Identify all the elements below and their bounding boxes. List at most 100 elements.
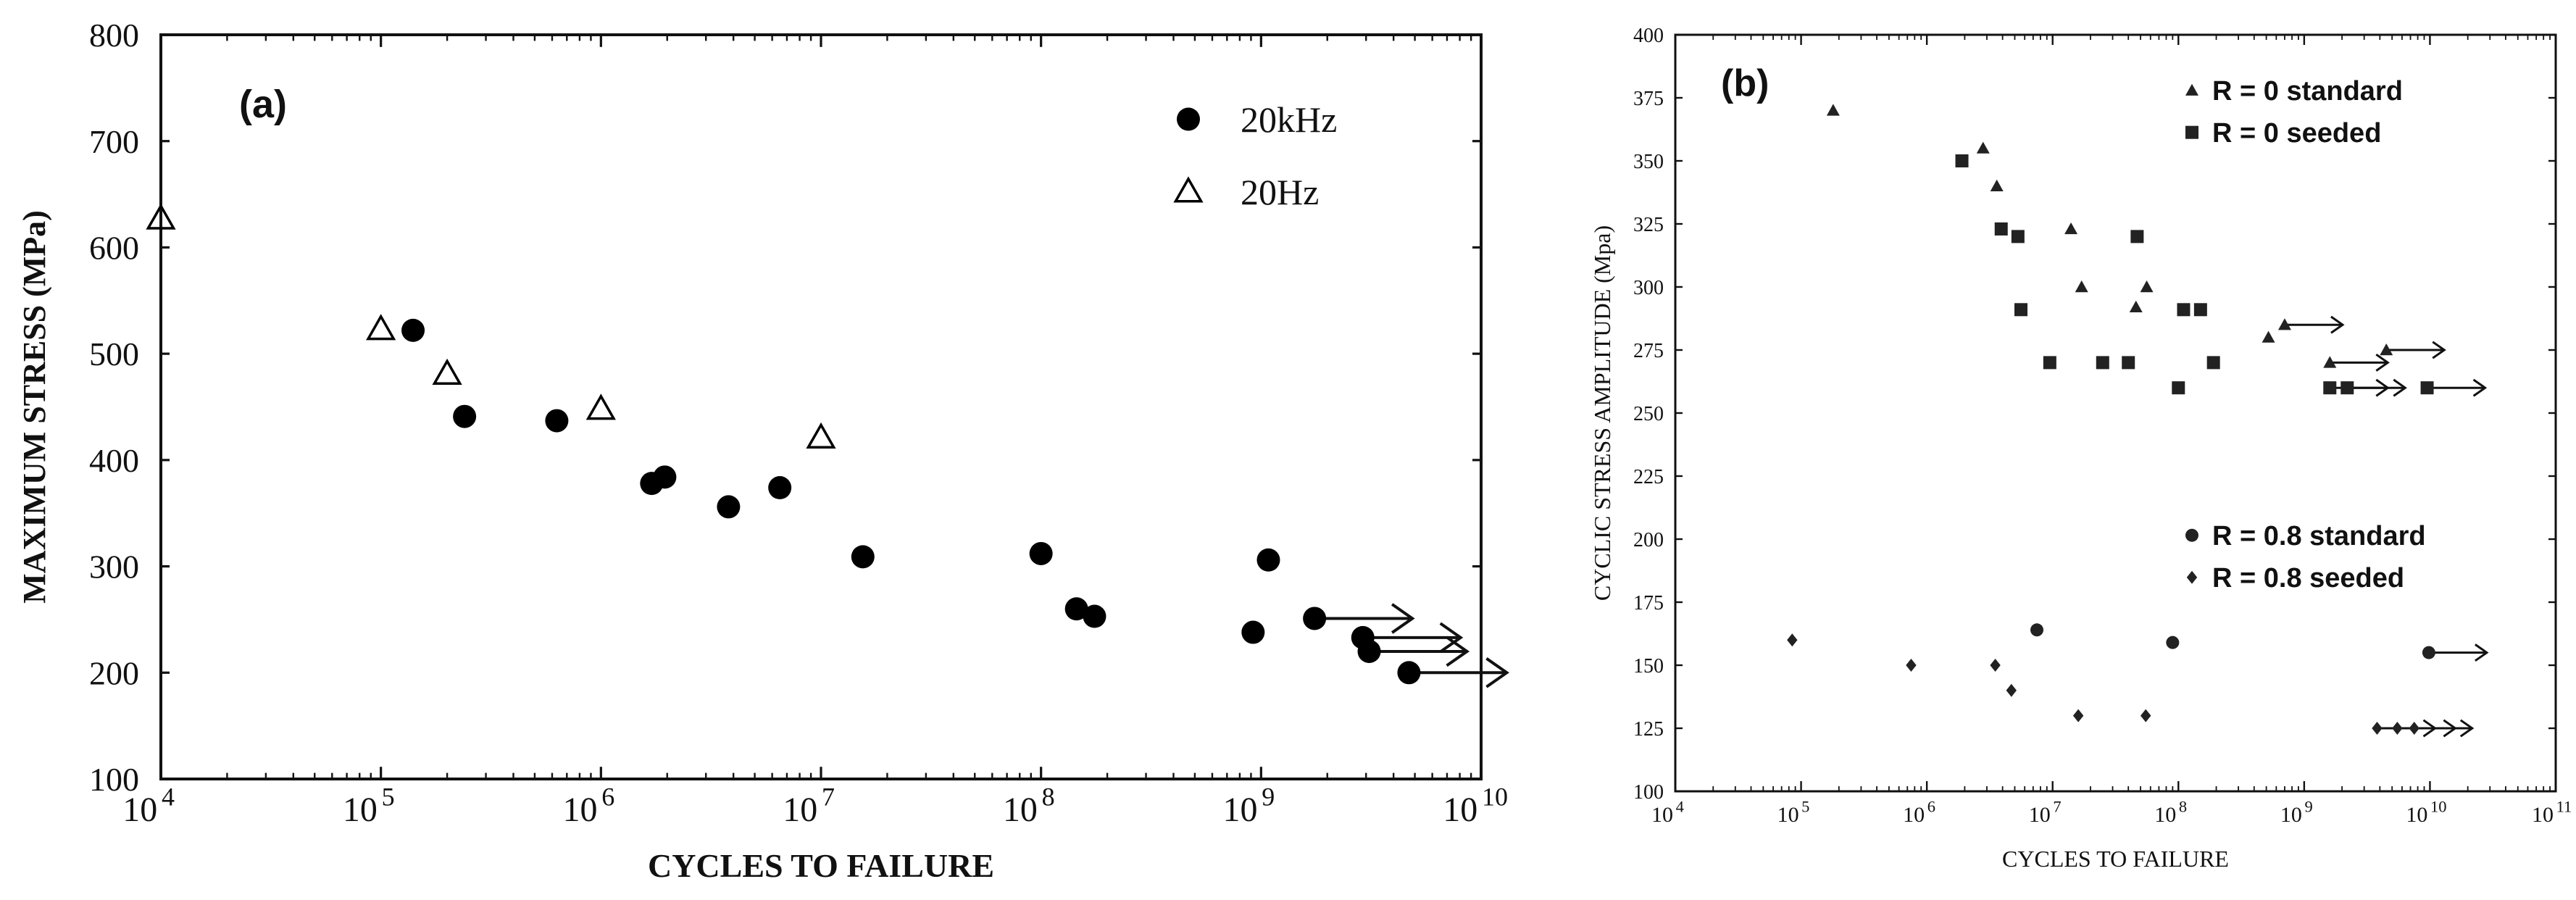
x-tick-label: 10 5 — [1777, 798, 1810, 828]
panel-label: (a) — [239, 83, 287, 126]
y-tick-label: 600 — [89, 230, 139, 267]
x-tick-base: 10 — [2406, 803, 2427, 827]
legend-label: R = 0.8 seeded — [2212, 563, 2404, 593]
data-point — [1994, 222, 2008, 236]
data-point — [1241, 620, 1265, 644]
x-tick-label: 10 8 — [2154, 798, 2187, 828]
data-point — [366, 314, 396, 341]
runout-arrow-head — [2375, 353, 2390, 372]
data-point — [2341, 381, 2354, 395]
data-point — [2072, 709, 2084, 722]
x-tick-label: 10 4 — [122, 782, 175, 829]
y-tick-label: 275 — [1633, 340, 1664, 362]
legend-marker — [2185, 83, 2198, 96]
data-point — [2006, 683, 2017, 697]
y-tick-label: 100 — [1633, 781, 1664, 804]
x-tick-base: 10 — [563, 791, 598, 829]
x-tick-base: 10 — [2154, 803, 2176, 827]
data-point — [653, 465, 677, 489]
legend-label: R = 0 seeded — [2212, 118, 2381, 149]
data-point — [2141, 709, 2151, 722]
x-tick-base: 10 — [343, 791, 378, 829]
legend-item: R = 0.8 standard — [2185, 521, 2426, 551]
legend-marker — [1173, 176, 1204, 203]
data-point — [2206, 356, 2220, 370]
legend-item: R = 0 seeded — [2185, 118, 2381, 149]
data-point — [146, 203, 176, 230]
data-point — [2014, 303, 2028, 317]
data-point — [2130, 230, 2144, 243]
y-tick-label: 300 — [89, 549, 139, 586]
x-tick-exponent: 4 — [1676, 798, 1684, 816]
data-series — [401, 318, 1509, 688]
x-tick-exponent: 8 — [1042, 782, 1055, 811]
x-tick-base: 10 — [783, 791, 817, 829]
runout-arrow-head — [2432, 341, 2446, 359]
x-tick-exponent: 11 — [2556, 798, 2572, 816]
y-axis-title: MAXIMUM STRESS (MPa) — [17, 210, 52, 604]
legend-label: R = 0 standard — [2212, 76, 2403, 107]
x-tick-exponent: 6 — [1927, 798, 1935, 816]
data-point — [401, 318, 425, 342]
data-point — [2011, 230, 2025, 243]
x-axis-title: CYCLES TO FAILURE — [2002, 846, 2229, 872]
runout-arrow-head — [2393, 378, 2407, 397]
data-point — [2392, 722, 2403, 735]
panel-label: (b) — [1721, 62, 1769, 104]
runout-arrow-head — [2459, 719, 2475, 738]
y-tick-label: 200 — [89, 654, 139, 691]
x-tick-exponent: 9 — [2304, 798, 2312, 816]
data-point — [1787, 633, 1798, 647]
x-tick-base: 10 — [1223, 791, 1258, 829]
y-tick-label: 375 — [1633, 88, 1664, 110]
x-tick-base: 10 — [2280, 803, 2302, 827]
data-point — [1826, 104, 1840, 116]
legend-item: 20Hz — [1173, 172, 1319, 212]
data-series — [146, 203, 836, 449]
data-point — [1029, 541, 1053, 565]
legend-item: 20kHz — [1177, 99, 1337, 140]
x-tick-base: 10 — [1003, 791, 1038, 829]
runout-arrow-head — [2475, 643, 2489, 662]
x-tick-label: 10 5 — [343, 782, 395, 829]
data-point — [2420, 381, 2434, 395]
legend-label: 20kHz — [1241, 99, 1337, 140]
x-tick-base: 10 — [1903, 803, 1925, 827]
runout-arrow-head — [1439, 622, 1464, 654]
y-tick-label: 200 — [1633, 529, 1664, 551]
x-tick-base: 10 — [2029, 803, 2051, 827]
data-point — [1990, 179, 2004, 191]
data-point — [851, 545, 875, 569]
y-tick-label: 250 — [1633, 403, 1664, 425]
x-tick-label: 10 4 — [1651, 798, 1684, 828]
x-tick-exponent: 6 — [601, 782, 614, 811]
legend-item: R = 0.8 seeded — [2186, 563, 2404, 593]
data-point — [2409, 722, 2419, 735]
x-tick-label: 10 7 — [783, 782, 835, 829]
y-tick-label: 800 — [89, 17, 139, 54]
legend-marker — [2186, 570, 2198, 584]
data-point — [2166, 636, 2180, 649]
y-tick-label: 150 — [1633, 655, 1664, 678]
y-tick-label: 400 — [1633, 25, 1664, 47]
x-tick-label: 10 6 — [563, 782, 615, 829]
x-tick-exponent: 7 — [822, 782, 835, 811]
x-tick-base: 10 — [1651, 803, 1673, 827]
x-tick-base: 10 — [122, 791, 157, 829]
x-tick-label: 10 6 — [1903, 798, 1935, 828]
plot-frame — [159, 33, 1483, 780]
x-tick-base: 10 — [1443, 791, 1477, 829]
data-series — [1955, 154, 2488, 397]
data-point — [2096, 356, 2109, 370]
x-tick-base: 10 — [2532, 803, 2554, 827]
data-point — [2323, 381, 2337, 395]
data-point — [2380, 343, 2393, 356]
y-tick-label: 350 — [1633, 151, 1664, 173]
data-point — [453, 404, 477, 428]
x-tick-label: 10 7 — [2029, 798, 2062, 828]
data-point — [2172, 381, 2185, 395]
x-tick-exponent: 5 — [382, 782, 395, 811]
data-point — [1303, 607, 1327, 630]
data-series — [1826, 104, 2446, 372]
